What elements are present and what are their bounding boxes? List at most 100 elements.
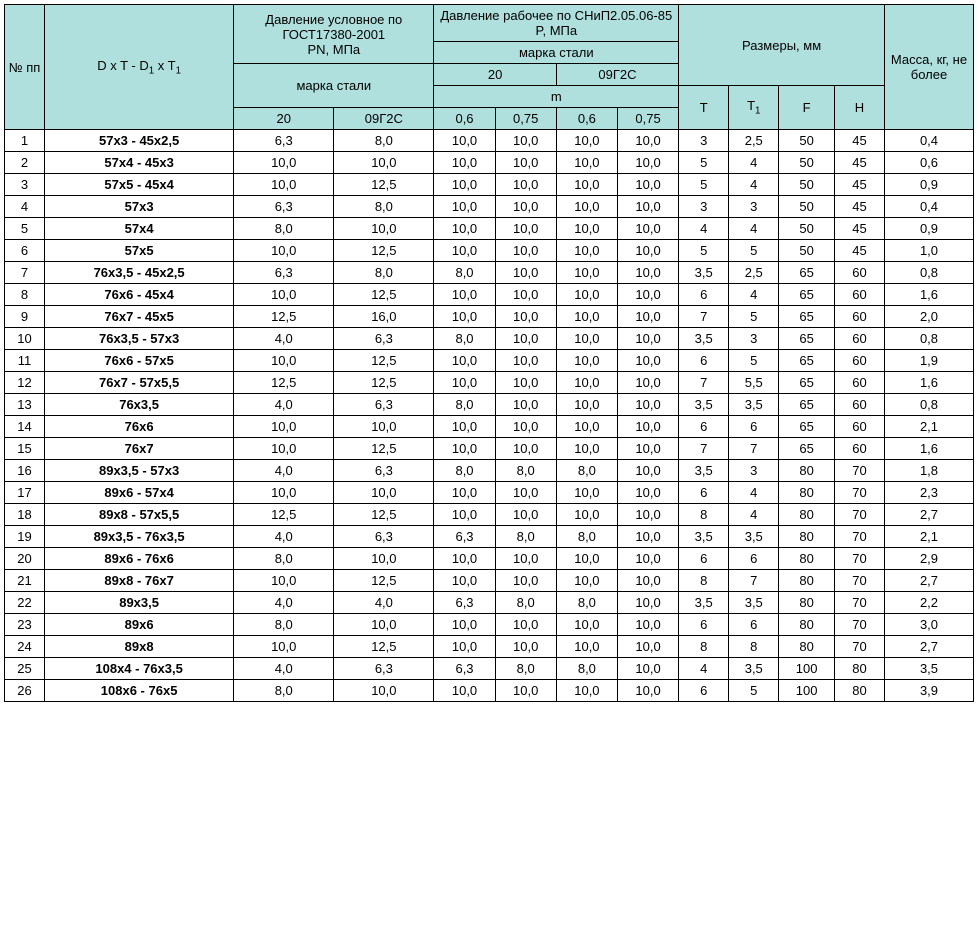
cell-T: 8 [679,570,729,592]
cell-p09: 16,0 [334,306,434,328]
cell-m4: 10,0 [617,328,678,350]
cell-m2: 10,0 [495,218,556,240]
cell-H: 70 [834,482,884,504]
cell-m1: 10,0 [434,372,495,394]
cell-m2: 10,0 [495,680,556,702]
cell-T: 6 [679,680,729,702]
cell-T1: 5,5 [729,372,779,394]
cell-mass: 1,8 [884,460,973,482]
cell-m1: 10,0 [434,614,495,636]
cell-p09: 10,0 [334,416,434,438]
cell-m3: 10,0 [556,570,617,592]
cell-mass: 1,9 [884,350,973,372]
cell-p09: 12,5 [334,504,434,526]
cell-mass: 2,1 [884,526,973,548]
cell-F: 50 [779,218,835,240]
col-dims-header: D x T - D1 x T1 [45,5,234,130]
cell-H: 45 [834,218,884,240]
cell-H: 70 [834,504,884,526]
cell-m1: 8,0 [434,328,495,350]
cell-H: 60 [834,262,884,284]
cell-m2: 10,0 [495,636,556,658]
cell-mass: 1,6 [884,438,973,460]
cell-T1: 3,5 [729,658,779,680]
cell-T: 6 [679,416,729,438]
cell-m4: 10,0 [617,174,678,196]
cell-T: 8 [679,636,729,658]
cell-mass: 2,7 [884,504,973,526]
cell-m3: 10,0 [556,130,617,152]
cell-p20: 8,0 [234,614,334,636]
cell-F: 80 [779,592,835,614]
cell-F: 65 [779,416,835,438]
cell-m4: 10,0 [617,658,678,680]
cell-d: 89х3,5 - 57х3 [45,460,234,482]
cell-m3: 10,0 [556,328,617,350]
cell-p09: 10,0 [334,152,434,174]
cell-m1: 10,0 [434,196,495,218]
steel-09g2s-header-2: 09Г2С [556,64,678,86]
cell-T: 4 [679,658,729,680]
cell-n: 12 [5,372,45,394]
cell-m4: 10,0 [617,196,678,218]
cell-m4: 10,0 [617,438,678,460]
cell-F: 65 [779,372,835,394]
cell-m4: 10,0 [617,306,678,328]
cell-p20: 6,3 [234,130,334,152]
cell-d: 76х7 [45,438,234,460]
cell-p20: 4,0 [234,460,334,482]
cell-H: 70 [834,548,884,570]
cell-T1: 3 [729,196,779,218]
cell-p09: 8,0 [334,262,434,284]
cell-p09: 8,0 [334,130,434,152]
cell-H: 60 [834,416,884,438]
cell-p09: 12,5 [334,570,434,592]
cell-m4: 10,0 [617,614,678,636]
cell-d: 76х6 - 45х4 [45,284,234,306]
cell-H: 60 [834,328,884,350]
cell-n: 24 [5,636,45,658]
cell-m4: 10,0 [617,394,678,416]
cell-mass: 3,5 [884,658,973,680]
cell-m3: 10,0 [556,548,617,570]
cell-H: 70 [834,636,884,658]
cell-p20: 10,0 [234,152,334,174]
table-row: 2489х810,012,510,010,010,010,08880702,7 [5,636,974,658]
cell-m2: 10,0 [495,438,556,460]
cell-m4: 10,0 [617,152,678,174]
cell-m2: 8,0 [495,592,556,614]
cell-H: 60 [834,306,884,328]
cell-mass: 1,6 [884,284,973,306]
m075-header-2: 0,75 [617,108,678,130]
cell-m3: 10,0 [556,262,617,284]
cell-p20: 8,0 [234,680,334,702]
cell-p09: 12,5 [334,372,434,394]
cell-n: 10 [5,328,45,350]
table-row: 776х3,5 - 45х2,56,38,08,010,010,010,03,5… [5,262,974,284]
cell-H: 60 [834,284,884,306]
cell-m1: 10,0 [434,218,495,240]
cell-H: 70 [834,526,884,548]
cell-F: 50 [779,130,835,152]
cell-m1: 6,3 [434,658,495,680]
cell-T: 6 [679,350,729,372]
cell-F: 80 [779,482,835,504]
cell-F: 65 [779,394,835,416]
cell-H: 70 [834,570,884,592]
cell-p09: 12,5 [334,240,434,262]
cell-m2: 10,0 [495,372,556,394]
cell-p20: 6,3 [234,196,334,218]
cell-d: 108х4 - 76х3,5 [45,658,234,680]
cell-T: 5 [679,174,729,196]
cell-H: 45 [834,174,884,196]
cell-F: 65 [779,328,835,350]
cell-H: 70 [834,614,884,636]
cell-m3: 10,0 [556,416,617,438]
cell-mass: 0,8 [884,394,973,416]
cell-T1: 4 [729,504,779,526]
cell-p09: 10,0 [334,218,434,240]
cell-p20: 6,3 [234,262,334,284]
cell-F: 50 [779,240,835,262]
cell-T1: 6 [729,614,779,636]
col-num-header: № пп [5,5,45,130]
